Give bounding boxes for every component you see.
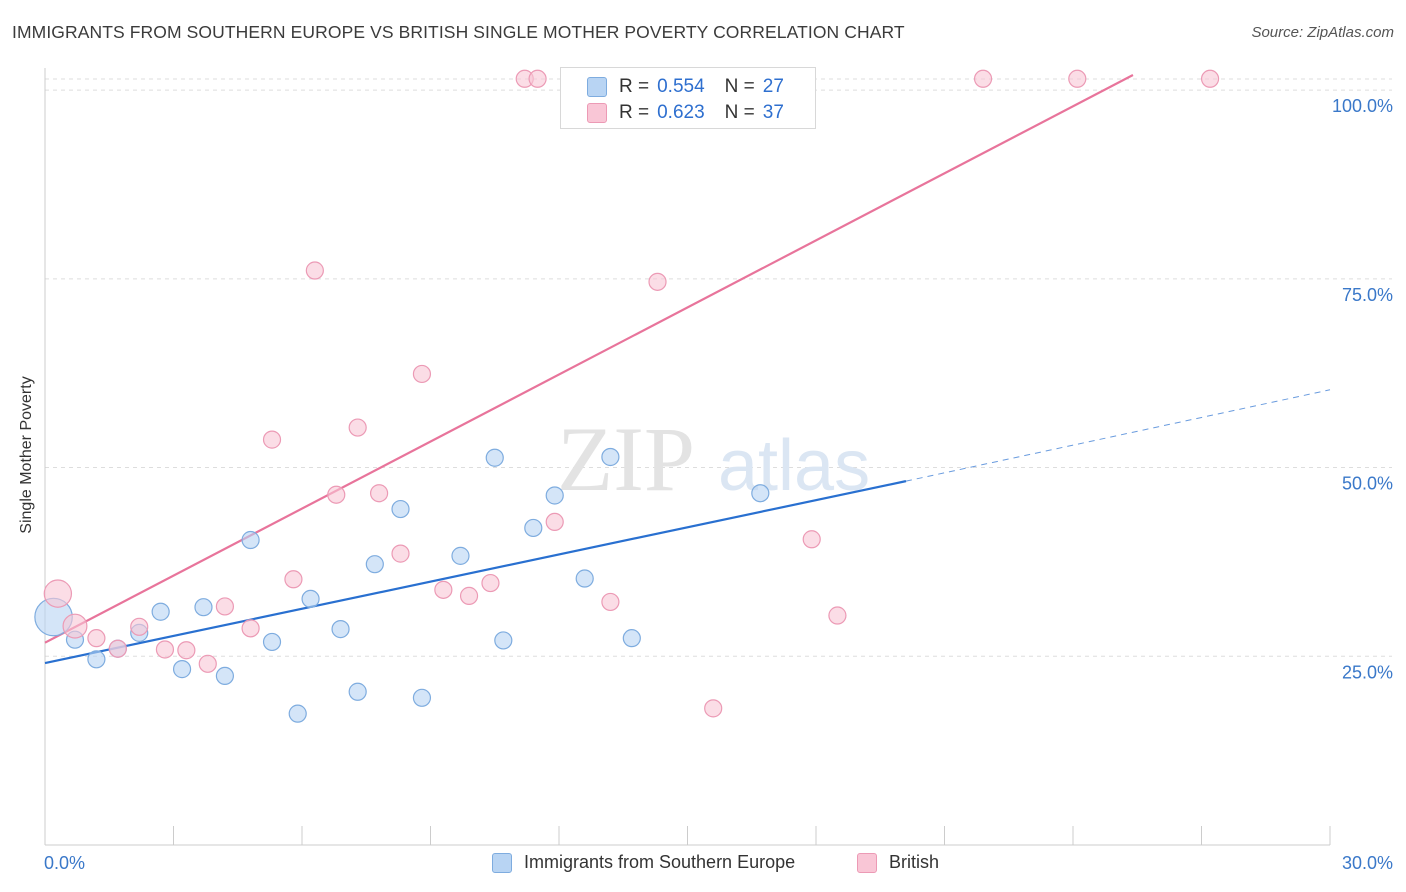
data-point-immigrants bbox=[365, 555, 384, 574]
data-point-british bbox=[262, 430, 282, 449]
data-point-immigrants bbox=[172, 660, 192, 679]
r-value: 0.623 bbox=[657, 102, 705, 123]
y-tick-label: 100.0% bbox=[1332, 96, 1393, 116]
r-label: R = bbox=[619, 76, 650, 97]
legend-label-immigrants: Immigrants from Southern Europe bbox=[524, 852, 796, 872]
legend-swatch-blue bbox=[492, 852, 512, 873]
n-value: 37 bbox=[762, 102, 784, 123]
data-point-british bbox=[370, 484, 389, 503]
data-point-british bbox=[648, 272, 667, 291]
data-points bbox=[34, 69, 1220, 723]
data-point-british bbox=[305, 261, 324, 280]
r-label: R = bbox=[619, 102, 650, 123]
data-point-british bbox=[391, 544, 410, 563]
data-point-immigrants bbox=[751, 484, 770, 503]
data-point-british bbox=[241, 619, 260, 638]
watermark-atlas: atlas bbox=[718, 426, 870, 506]
y-tick-label: 25.0% bbox=[1342, 662, 1393, 682]
data-point-immigrants bbox=[524, 518, 543, 538]
trend-line-immigrants bbox=[44, 480, 907, 665]
r-value: 0.554 bbox=[657, 76, 705, 97]
data-point-british bbox=[62, 613, 88, 639]
watermark: ZIP atlas bbox=[557, 408, 870, 510]
data-point-british bbox=[601, 592, 620, 612]
data-point-immigrants bbox=[485, 448, 504, 467]
data-point-british bbox=[155, 640, 175, 659]
data-point-immigrants bbox=[412, 688, 432, 707]
legend-swatch-pink bbox=[587, 103, 607, 123]
chart-title: IMMIGRANTS FROM SOUTHERN EUROPE VS BRITI… bbox=[12, 22, 905, 42]
trend-line-british bbox=[44, 74, 1134, 644]
data-point-immigrants bbox=[262, 632, 282, 652]
data-point-immigrants bbox=[494, 631, 513, 650]
n-value: 27 bbox=[762, 76, 784, 97]
legend-item-british[interactable]: British bbox=[857, 852, 939, 873]
data-point-immigrants bbox=[151, 602, 170, 621]
data-point-british bbox=[704, 699, 723, 718]
data-point-immigrants bbox=[391, 499, 410, 519]
data-point-immigrants bbox=[87, 650, 106, 669]
data-point-british bbox=[545, 512, 564, 532]
data-point-immigrants bbox=[215, 666, 234, 686]
data-point-immigrants bbox=[575, 569, 594, 588]
legend-item-immigrants[interactable]: Immigrants from Southern Europe bbox=[492, 852, 795, 873]
data-point-british bbox=[459, 586, 479, 605]
n-label: N = bbox=[724, 76, 755, 97]
gridlines bbox=[45, 78, 1392, 657]
series-legend: Immigrants from Southern Europe British bbox=[0, 852, 1406, 878]
legend-swatch-blue bbox=[587, 77, 607, 97]
data-point-british bbox=[43, 579, 73, 608]
n-label: N = bbox=[724, 102, 755, 123]
tick-labels: 25.0% 50.0% 75.0% 100.0% 0.0% 30.0% bbox=[44, 96, 1393, 873]
legend-label-british: British bbox=[889, 852, 940, 872]
data-point-immigrants bbox=[545, 486, 564, 505]
data-point-british bbox=[284, 570, 303, 589]
data-point-immigrants bbox=[288, 704, 307, 723]
data-point-british bbox=[1200, 69, 1220, 88]
data-point-british bbox=[828, 606, 847, 625]
axes bbox=[44, 68, 1331, 846]
x-tick-label-max: 30.0% bbox=[1342, 853, 1393, 873]
legend-swatch-pink bbox=[857, 852, 877, 873]
data-point-british bbox=[177, 641, 196, 660]
data-point-british bbox=[973, 69, 993, 88]
data-point-british bbox=[130, 617, 149, 636]
x-tick-label-min: 0.0% bbox=[44, 853, 85, 873]
data-point-immigrants bbox=[601, 447, 620, 467]
data-point-british bbox=[481, 573, 500, 593]
data-point-immigrants bbox=[241, 530, 260, 550]
data-point-british bbox=[198, 654, 217, 673]
data-point-british bbox=[108, 639, 127, 658]
data-point-british bbox=[215, 597, 234, 616]
data-point-british bbox=[1068, 69, 1087, 88]
data-point-immigrants bbox=[194, 598, 213, 617]
stats-legend-row-british: R = 0.623 N = 37 bbox=[587, 101, 784, 125]
data-point-british bbox=[434, 580, 453, 599]
watermark-zip: ZIP bbox=[557, 408, 695, 510]
data-point-immigrants bbox=[451, 546, 470, 565]
data-point-british bbox=[87, 629, 106, 648]
trend-lines bbox=[44, 74, 1331, 665]
y-tick-label: 75.0% bbox=[1342, 285, 1393, 305]
data-point-british bbox=[348, 418, 367, 437]
data-point-british bbox=[327, 485, 346, 504]
data-point-immigrants bbox=[348, 682, 367, 701]
y-tick-label: 50.0% bbox=[1342, 474, 1393, 494]
data-point-immigrants bbox=[331, 619, 350, 639]
data-point-british bbox=[412, 364, 432, 384]
stats-legend: R = 0.554 N = 27 R = 0.623 N = 37 bbox=[560, 67, 816, 129]
data-point-immigrants bbox=[622, 629, 641, 648]
data-point-british bbox=[802, 530, 821, 549]
source-credit: Source: ZipAtlas.com bbox=[1251, 24, 1394, 41]
stats-legend-row-immigrants: R = 0.554 N = 27 bbox=[587, 75, 784, 99]
data-point-british bbox=[528, 69, 547, 88]
data-point-immigrants bbox=[301, 589, 320, 609]
